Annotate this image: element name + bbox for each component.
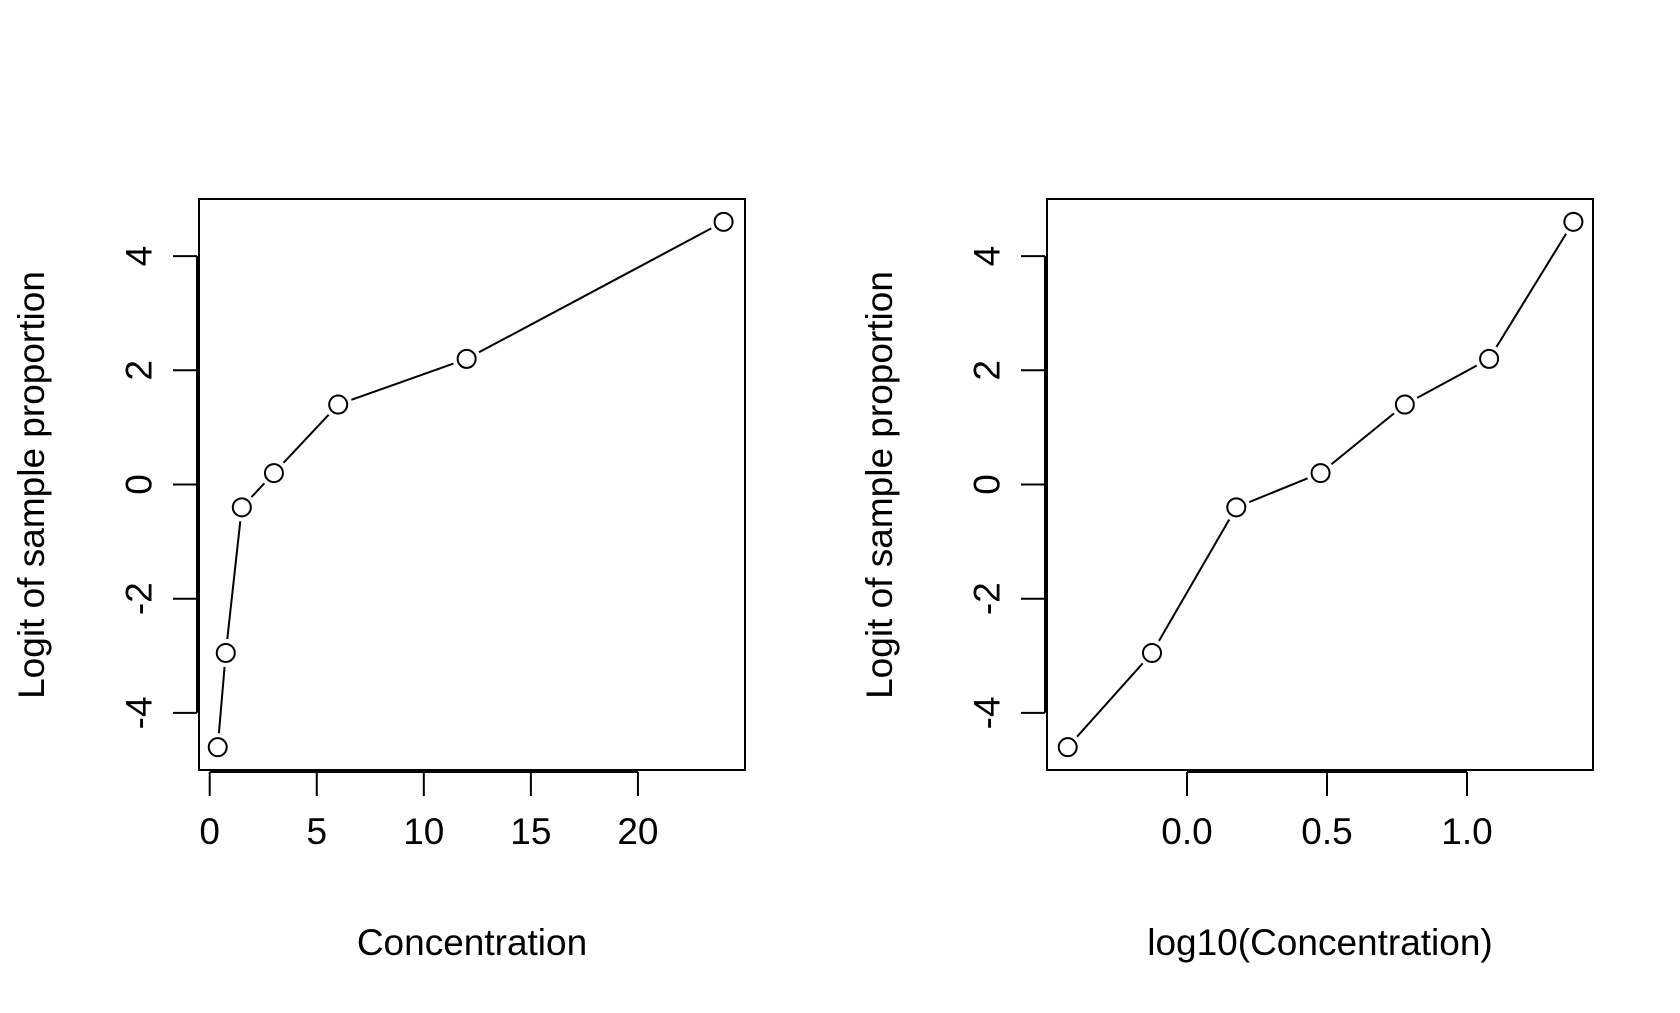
x-axis: 0 5 10 15 20 [199,771,659,852]
data-point [328,394,349,415]
series-line-segment [351,362,454,401]
series-line-segment [226,521,242,640]
data-point [231,497,252,518]
x-tick-label: 10 [403,811,444,852]
y-tick-label: 4 [119,246,160,267]
y-tick-label: 4 [967,246,1008,267]
data-point [263,463,284,484]
series-marks [207,211,734,758]
panel-log10-concentration: 0.0 0.5 1.0 -4 -2 0 2 4 log10(Concentration) L… [859,198,1594,963]
data-point [1479,348,1500,369]
y-tick-label: -2 [967,582,1008,615]
series-line-segment [282,414,330,464]
x-tick-label: 1.0 [1441,811,1492,852]
data-point [1563,211,1584,232]
series-line-segment [1416,364,1478,399]
panel-concentration: 0 5 10 15 20 -4 -2 0 2 4 Concentration Logit of … [11,198,746,963]
series-line-segment [1495,233,1567,348]
x-tick-label: 0.5 [1301,811,1352,852]
x-axis-title: log10(Concentration) [1147,922,1493,963]
y-tick-label: 0 [967,474,1008,495]
x-tick-label: 0 [199,811,220,852]
y-tick-label: 2 [119,360,160,381]
y-tick-label: 2 [967,360,1008,381]
data-point [1310,463,1331,484]
y-tick-label: -4 [119,696,160,729]
y-axis-title: Logit of sample proportion [11,271,52,699]
x-tick-label: 0.0 [1161,811,1212,852]
series-line-segment [1076,662,1144,738]
data-point [456,348,477,369]
data-point [207,737,228,758]
series-line-segment [1248,477,1308,503]
data-point [1226,497,1247,518]
data-point [1394,394,1415,415]
data-point [713,211,734,232]
x-tick-label: 15 [510,811,551,852]
y-tick-label: -4 [967,696,1008,729]
data-point [1057,737,1078,758]
plot-frame [198,198,746,771]
x-axis: 0.0 0.5 1.0 [1161,771,1493,852]
y-axis-title: Logit of sample proportion [859,271,900,699]
series-line-segment [478,227,712,354]
series-line-segment [250,482,266,498]
y-tick-label: 0 [119,474,160,495]
x-tick-label: 20 [617,811,658,852]
series-marks [1057,211,1584,758]
y-axis: -4 -2 0 2 4 [119,246,198,729]
data-point [215,642,236,663]
x-axis-title: Concentration [357,922,587,963]
series-line-segment [217,666,226,734]
y-tick-label: -2 [119,582,160,615]
y-axis: -4 -2 0 2 4 [967,246,1046,729]
series-line-segment [1330,412,1395,466]
x-tick-label: 5 [306,811,327,852]
series-line-segment [1158,518,1231,642]
data-point [1142,642,1162,663]
plot-frame [1046,198,1594,771]
